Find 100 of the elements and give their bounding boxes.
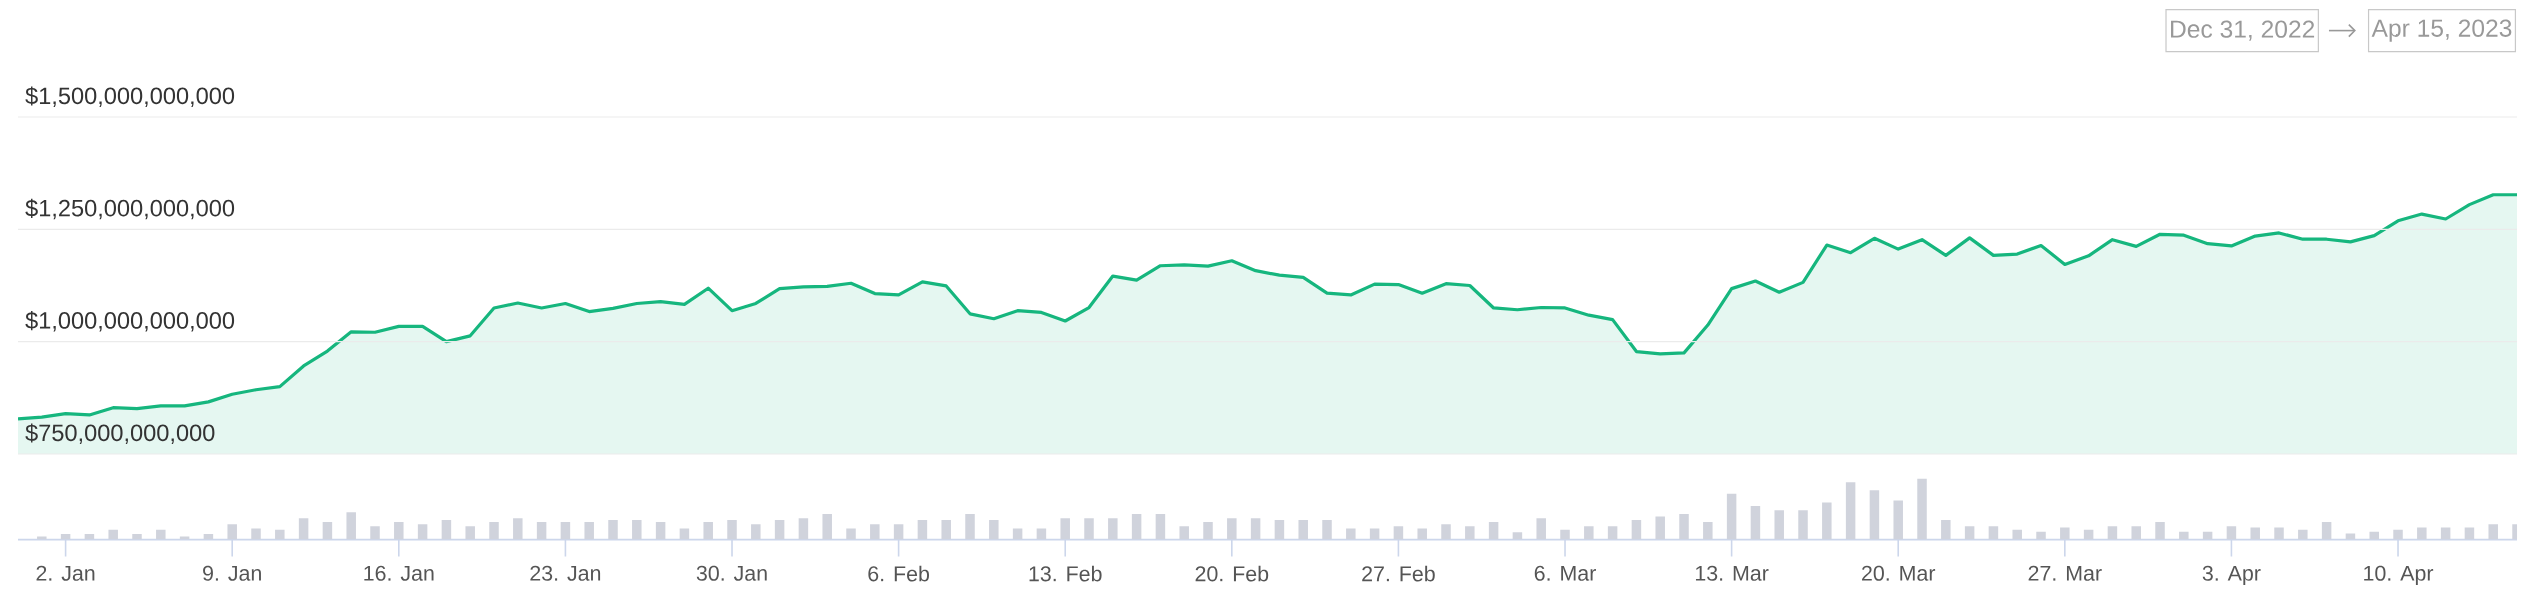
bar bbox=[108, 529, 118, 540]
bar bbox=[2131, 526, 2141, 540]
x-tick-label: 13. Feb bbox=[1029, 565, 1102, 582]
bar bbox=[1584, 526, 1594, 540]
x-tick-label: 10. Apr bbox=[2364, 565, 2434, 586]
bar bbox=[298, 518, 309, 540]
bar bbox=[2369, 531, 2379, 540]
x-tick-label: 16. Jan bbox=[364, 565, 434, 581]
y-tick-label: $1,500,000,000,000 bbox=[25, 86, 235, 107]
x-tick-label: 27. Mar bbox=[2028, 565, 2102, 581]
bar bbox=[1631, 520, 1642, 540]
bar bbox=[846, 528, 856, 540]
bar bbox=[584, 521, 594, 540]
bar bbox=[1179, 526, 1189, 540]
y-tick-label: $1,000,000,000,000 bbox=[25, 311, 235, 332]
bar bbox=[2250, 527, 2260, 540]
bar bbox=[346, 512, 356, 540]
bar bbox=[727, 520, 737, 540]
bar bbox=[1893, 500, 1903, 540]
bar bbox=[2036, 531, 2046, 540]
bar bbox=[751, 524, 761, 540]
bar bbox=[536, 521, 547, 540]
bar bbox=[1322, 520, 1332, 540]
bar bbox=[2393, 529, 2403, 540]
x-tick-label: 6. Mar bbox=[1534, 565, 1596, 581]
bar bbox=[1108, 518, 1118, 540]
x-tick-label: 20. Feb bbox=[1195, 565, 1269, 582]
bar bbox=[1917, 478, 1927, 540]
bar bbox=[1845, 482, 1856, 540]
bar bbox=[132, 534, 142, 540]
bar bbox=[2155, 521, 2165, 540]
x-tick-label: 6. Feb bbox=[868, 565, 930, 582]
bar bbox=[608, 520, 618, 540]
bar bbox=[1417, 528, 1427, 540]
bar bbox=[1227, 518, 1237, 540]
x-tick-label: 20. Mar bbox=[1862, 565, 1936, 581]
bar bbox=[774, 520, 785, 540]
bar bbox=[1560, 529, 1570, 540]
bar bbox=[2274, 527, 2284, 540]
bar bbox=[322, 521, 333, 540]
bar bbox=[941, 520, 951, 540]
bar bbox=[870, 524, 880, 540]
bar bbox=[394, 521, 404, 540]
bar bbox=[1488, 521, 1499, 540]
bar bbox=[2226, 526, 2237, 540]
bar bbox=[1298, 520, 1308, 540]
text: Apr 15, 2023 bbox=[2371, 19, 2512, 42]
x-tick-label: 30. Jan bbox=[696, 565, 767, 581]
bar bbox=[1393, 526, 1404, 540]
bar bbox=[441, 520, 452, 540]
bar bbox=[156, 529, 166, 540]
bar bbox=[2345, 533, 2356, 540]
bar bbox=[1988, 526, 1999, 540]
bar bbox=[2012, 529, 2022, 540]
bar bbox=[1131, 513, 1142, 540]
x-tick-label: 9. Jan bbox=[203, 565, 261, 581]
bar bbox=[798, 518, 809, 540]
bar bbox=[465, 526, 475, 540]
bar bbox=[489, 521, 499, 540]
bar bbox=[1250, 518, 1261, 540]
bar bbox=[370, 526, 380, 540]
bar bbox=[2060, 527, 2070, 540]
bar bbox=[560, 521, 571, 540]
bar bbox=[1203, 521, 1213, 540]
bar bbox=[2321, 521, 2332, 540]
bar bbox=[655, 521, 666, 540]
bar bbox=[1679, 513, 1689, 540]
bar bbox=[417, 524, 428, 540]
bar bbox=[1655, 516, 1665, 540]
x-tick-label: 27. Feb bbox=[1362, 565, 1435, 582]
bar bbox=[703, 521, 713, 540]
bar bbox=[2417, 527, 2427, 540]
y-tick-label: $750,000,000,000 bbox=[25, 423, 215, 444]
bar bbox=[2107, 526, 2118, 540]
bar bbox=[1536, 518, 1546, 540]
x-tick-label: 13. Mar bbox=[1695, 565, 1769, 581]
bar bbox=[1774, 510, 1784, 540]
text: Dec 31, 2022 bbox=[2171, 20, 2315, 41]
bar bbox=[989, 520, 999, 540]
bar bbox=[513, 518, 523, 540]
bar bbox=[1941, 520, 1951, 540]
bar bbox=[2298, 529, 2308, 540]
bar bbox=[1607, 526, 1618, 540]
bar bbox=[1465, 526, 1475, 540]
bar bbox=[1441, 524, 1451, 540]
bar bbox=[1274, 520, 1285, 540]
bar bbox=[1512, 532, 1523, 540]
bar bbox=[227, 524, 237, 540]
bar bbox=[1822, 502, 1832, 540]
bar bbox=[1750, 506, 1761, 540]
bar bbox=[1060, 518, 1070, 540]
bar bbox=[1703, 521, 1713, 540]
x-tick-label: 3. Apr bbox=[2202, 565, 2261, 586]
bar bbox=[1964, 526, 1975, 540]
bar bbox=[632, 520, 642, 540]
bar bbox=[822, 513, 832, 540]
bar bbox=[2488, 524, 2498, 540]
bar bbox=[1155, 513, 1166, 540]
bar bbox=[893, 524, 904, 540]
bar bbox=[965, 513, 975, 540]
